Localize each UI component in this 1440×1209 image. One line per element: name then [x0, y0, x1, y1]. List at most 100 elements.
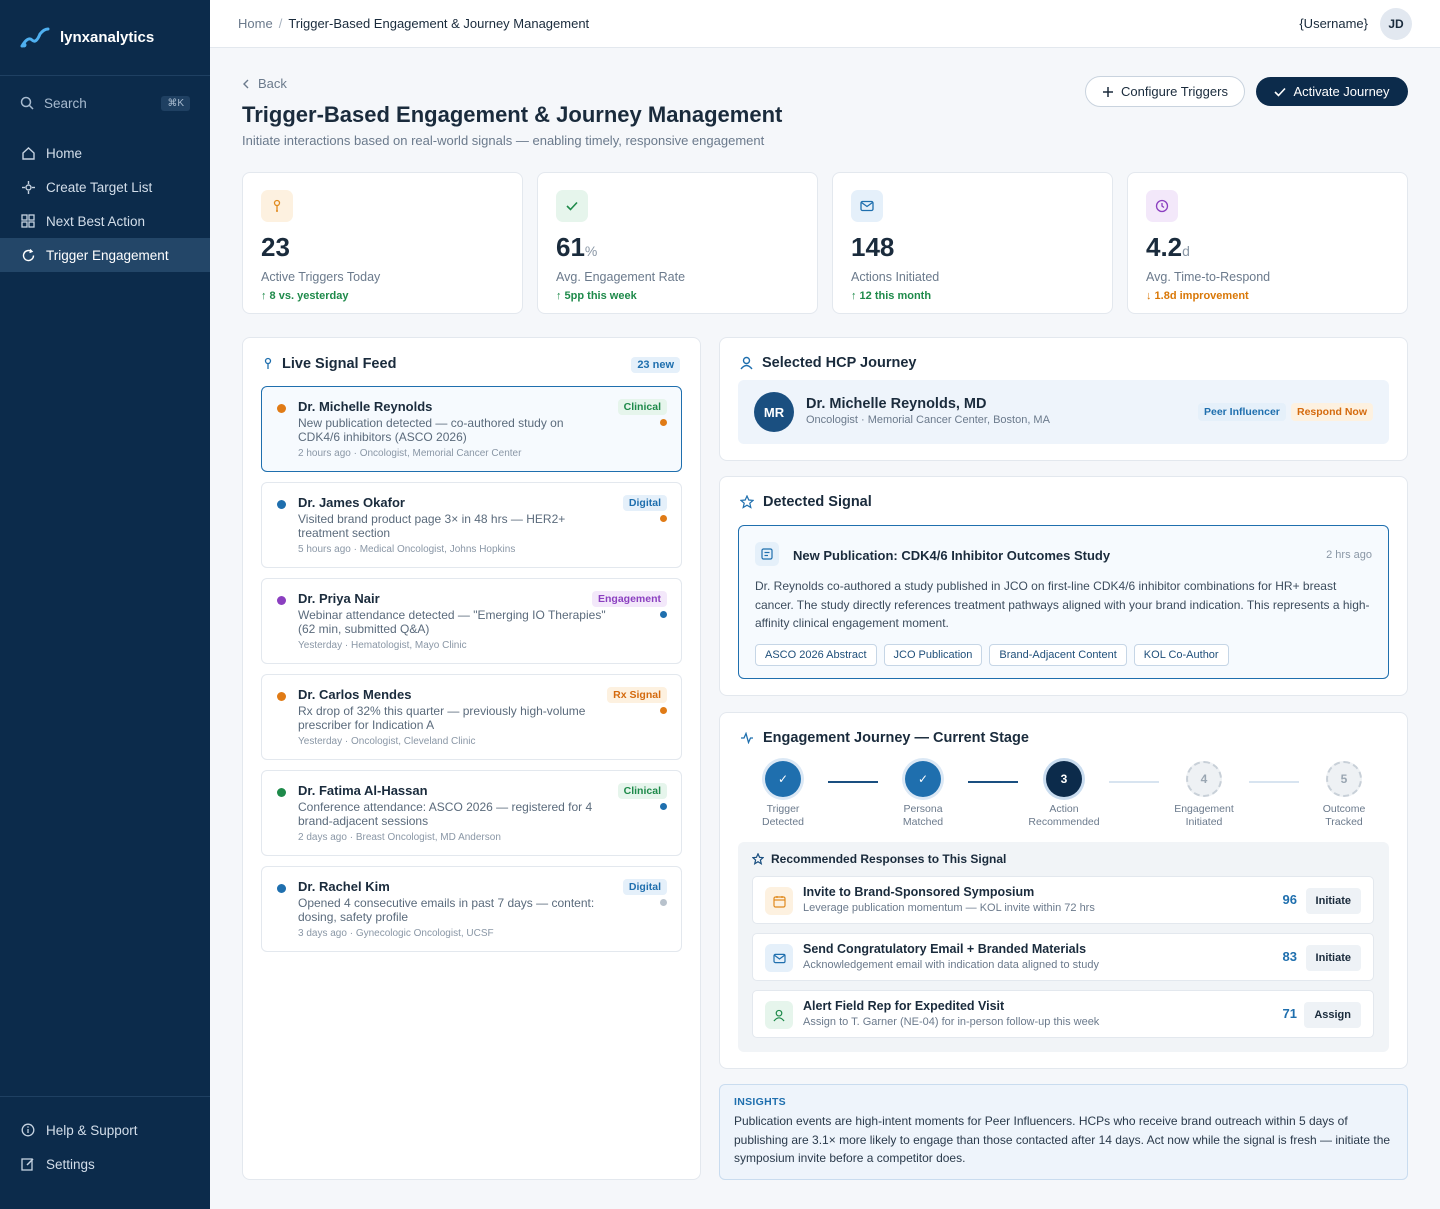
detected-signal-title: Detected Signal	[763, 494, 872, 510]
sidebar-item-label: Home	[46, 145, 83, 161]
signal-tag: Digital	[622, 879, 667, 895]
signal-description: New publication detected — co-authored s…	[298, 416, 564, 444]
detected-signal-header: Detected Signal	[740, 494, 872, 510]
stat-label: Avg. Engagement Rate	[556, 270, 686, 284]
avatar[interactable]: JD	[1380, 7, 1412, 40]
activity-icon	[740, 732, 763, 744]
signal-hcp-name: Dr. Fatima Al-Hassan	[298, 783, 428, 798]
stat-value: 148	[851, 232, 895, 262]
response-item: Alert Field Rep for Expedited Visit Assi…	[752, 990, 1374, 1038]
signal-item[interactable]: Dr. Fatima Al-Hassan Conference attendan…	[261, 770, 682, 856]
response-title: Alert Field Rep for Expedited Visit	[803, 999, 1005, 1013]
status-dot	[277, 788, 286, 797]
signal-time: 2 hrs ago	[1326, 549, 1372, 561]
home-icon	[20, 145, 36, 161]
journey-step-trigger-detected: ✓ Trigger Detected	[738, 761, 828, 829]
priority-dot	[660, 803, 667, 810]
signal-item[interactable]: Dr. Michelle Reynolds New publication de…	[261, 386, 682, 472]
stat-unit: d	[1182, 243, 1190, 259]
signal-description: Visited brand product page 3× in 48 hrs …	[298, 512, 566, 540]
mail-icon	[765, 944, 793, 972]
sidebar-item-label: Trigger Engagement	[46, 247, 169, 263]
response-score: 96	[1282, 892, 1297, 907]
signal-chip[interactable]: ASCO 2026 Abstract	[755, 644, 877, 666]
user-menu[interactable]: {Username} JD	[1299, 7, 1412, 40]
stat-delta: ↑ 12 this month	[851, 290, 932, 302]
plus-icon	[1102, 86, 1121, 98]
step-label: Outcome	[1322, 803, 1366, 815]
feed-header: Live Signal Feed	[263, 356, 396, 372]
signal-chip[interactable]: Brand-Adjacent Content	[989, 644, 1127, 666]
signal-item[interactable]: Dr. Carlos Mendes Rx drop of 32% this qu…	[261, 674, 682, 760]
sidebar-item-next-best-action[interactable]: Next Best Action	[0, 204, 210, 238]
sidebar-footer: Help & Support Settings	[0, 1096, 210, 1209]
response-item: Invite to Brand-Sponsored Symposium Leve…	[752, 876, 1374, 924]
user-icon	[765, 1001, 793, 1029]
refresh-icon	[20, 247, 36, 263]
logo-icon	[20, 26, 50, 50]
info-icon	[20, 1122, 36, 1138]
step-label: Matched	[902, 816, 944, 828]
sidebar-item-settings[interactable]: Settings	[0, 1147, 210, 1181]
status-dot	[277, 596, 286, 605]
sidebar-item-label: Next Best Action	[46, 213, 146, 229]
step-label: Trigger	[766, 803, 800, 815]
signal-item[interactable]: Dr. Priya Nair Webinar attendance detect…	[261, 578, 682, 664]
response-description: Leverage publication momentum — KOL invi…	[803, 902, 1095, 914]
trigger-icon	[261, 190, 293, 222]
document-icon	[755, 542, 779, 566]
edit-icon	[20, 1156, 36, 1172]
step-connector	[1249, 781, 1299, 783]
feed-title: Live Signal Feed	[282, 356, 397, 372]
signal-item[interactable]: Dr. Rachel Kim Opened 4 consecutive emai…	[261, 866, 682, 952]
search-label: Search	[44, 95, 87, 111]
response-title: Send Congratulatory Email + Branded Mate…	[803, 942, 1087, 956]
step-connector	[968, 781, 1018, 783]
stat-delta: ↑ 8 vs. yesterday	[261, 290, 349, 302]
status-dot	[277, 404, 286, 413]
logo[interactable]: lynxanalytics	[0, 0, 210, 76]
step-check: ✓	[765, 761, 801, 797]
breadcrumb-home[interactable]: Home	[238, 16, 273, 31]
response-item: Send Congratulatory Email + Branded Mate…	[752, 933, 1374, 981]
back-link[interactable]: Back	[242, 76, 287, 91]
status-dot	[277, 884, 286, 893]
stat-delta: ↑ 5pp this week	[556, 290, 637, 302]
live-signal-feed: Live Signal Feed 23 new Dr. Michelle Rey…	[242, 337, 701, 1180]
signal-meta: 3 days ago · Gynecologic Oncologist, UCS…	[298, 928, 494, 939]
signal-description: Conference attendance: ASCO 2026 — regis…	[298, 800, 593, 828]
signal-chip[interactable]: KOL Co-Author	[1133, 644, 1229, 666]
priority-dot	[660, 611, 667, 618]
sidebar-item-home[interactable]: Home	[0, 136, 210, 170]
signal-item[interactable]: Dr. James Okafor Visited brand product p…	[261, 482, 682, 568]
chevron-left-icon	[242, 79, 258, 89]
sidebar-item-label: Help & Support	[46, 1122, 138, 1138]
signal-chips: ASCO 2026 Abstract JCO Publication Brand-A…	[755, 644, 1236, 666]
star-icon	[752, 853, 764, 865]
initiate-button[interactable]: Initiate	[1305, 888, 1361, 914]
initiate-button[interactable]: Initiate	[1305, 945, 1361, 971]
sidebar-item-help-support[interactable]: Help & Support	[0, 1113, 210, 1147]
username: {Username}	[1299, 16, 1368, 31]
signal-chip[interactable]: JCO Publication	[883, 644, 983, 666]
step-connector	[1109, 781, 1159, 783]
new-count-badge: 23 new	[631, 357, 680, 373]
signal-tag: Clinical	[617, 783, 667, 799]
signal-tag: Rx Signal	[607, 687, 667, 703]
assign-button[interactable]: Assign	[1304, 1002, 1361, 1028]
check-icon	[1274, 87, 1293, 97]
sidebar-item-trigger-engagement[interactable]: Trigger Engagement	[0, 238, 210, 272]
detected-signal: Detected Signal New Publication: CDK4/6 …	[719, 476, 1408, 696]
activate-journey-button[interactable]: Activate Journey	[1256, 77, 1408, 106]
hcp-profile[interactable]: MR Dr. Michelle Reynolds, MD Oncologist …	[738, 380, 1389, 444]
sidebar-item-create-target-list[interactable]: Create Target List	[0, 170, 210, 204]
configure-triggers-button[interactable]: Configure Triggers	[1085, 76, 1245, 107]
engagement-journey: Engagement Journey — Current Stage ✓ Tri…	[719, 712, 1408, 1069]
search-input[interactable]: Search ⌘K	[0, 86, 210, 120]
sidebar-nav: Home Create Target List Next Best Action…	[0, 136, 210, 272]
stat-value: 61	[556, 232, 585, 262]
sidebar-item-label: Create Target List	[46, 179, 153, 195]
insights-label: INSIGHTS	[734, 1096, 786, 1108]
signal-description: Rx drop of 32% this quarter — previously…	[298, 704, 586, 732]
status-dot	[277, 500, 286, 509]
